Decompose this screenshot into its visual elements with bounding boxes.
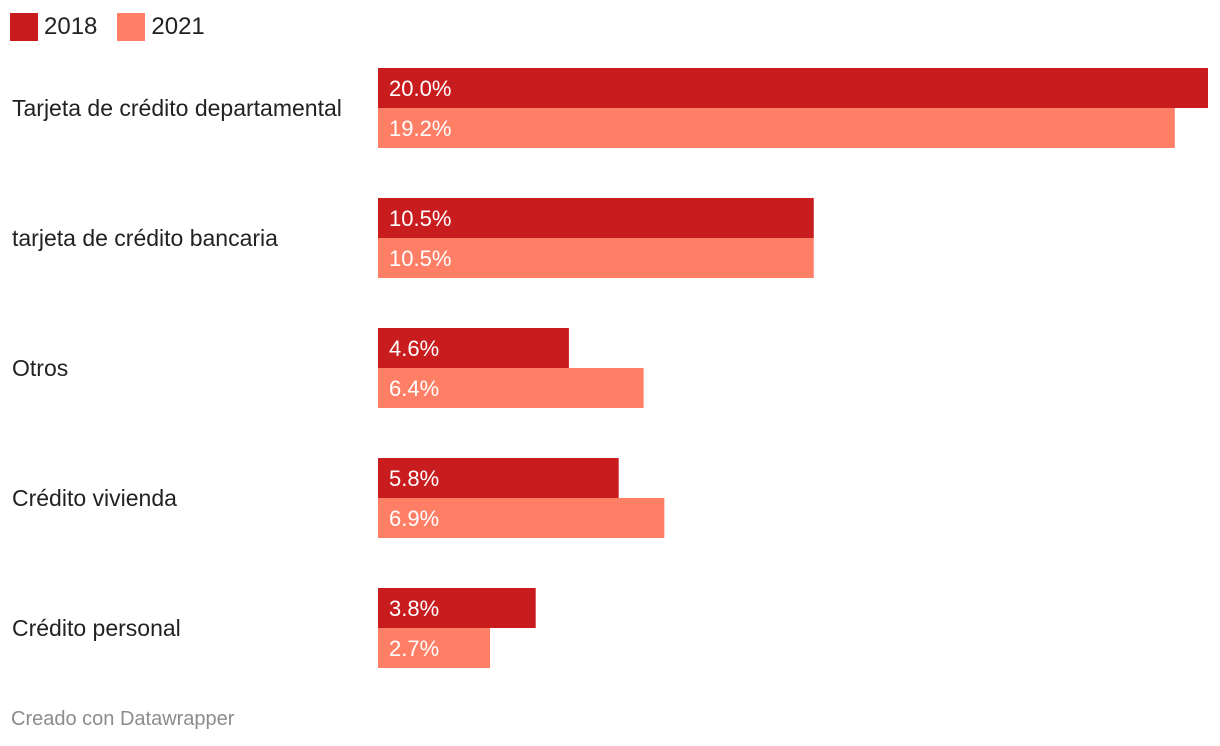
footer-credit: Creado con Datawrapper: [11, 708, 235, 730]
bar-value-label: 2.7%: [389, 636, 439, 661]
bar-2018[interactable]: [378, 68, 1208, 108]
bar-value-label: 20.0%: [389, 76, 451, 101]
bar-2018[interactable]: [378, 458, 619, 498]
bar-value-label: 5.8%: [389, 466, 439, 491]
bar-value-label: 3.8%: [389, 596, 439, 621]
legend-item-2021[interactable]: 2021: [117, 13, 205, 41]
bar-value-label: 4.6%: [389, 336, 439, 361]
bar-2021[interactable]: [378, 238, 814, 278]
bar-2018[interactable]: [378, 588, 536, 628]
bar-value-label: 6.4%: [389, 376, 439, 401]
bar-2018[interactable]: [378, 198, 814, 238]
category-label: Crédito vivienda: [12, 485, 177, 511]
category-label: Crédito personal: [12, 615, 181, 641]
bar-2021[interactable]: [378, 498, 665, 538]
bar-2021[interactable]: [378, 368, 644, 408]
bar-2021[interactable]: [378, 108, 1175, 148]
legend-label-2018: 2018: [44, 13, 98, 40]
bar-value-label: 10.5%: [389, 246, 451, 271]
bar-2021[interactable]: [378, 628, 491, 668]
bar-value-label: 10.5%: [389, 206, 451, 231]
category-label: Otros: [12, 355, 68, 381]
category-label: tarjeta de crédito bancaria: [12, 225, 278, 251]
category-label: Tarjeta de crédito departamental: [12, 95, 342, 121]
legend-swatch-2018: [10, 13, 38, 41]
legend-item-2018[interactable]: 2018: [10, 13, 97, 41]
bar-2018[interactable]: [378, 328, 569, 368]
bar-value-label: 19.2%: [389, 116, 451, 141]
chart-legend: 2018 2021: [10, 12, 225, 42]
legend-label-2021: 2021: [151, 13, 205, 40]
legend-swatch-2021: [117, 13, 146, 41]
bar-value-label: 6.9%: [389, 506, 439, 531]
